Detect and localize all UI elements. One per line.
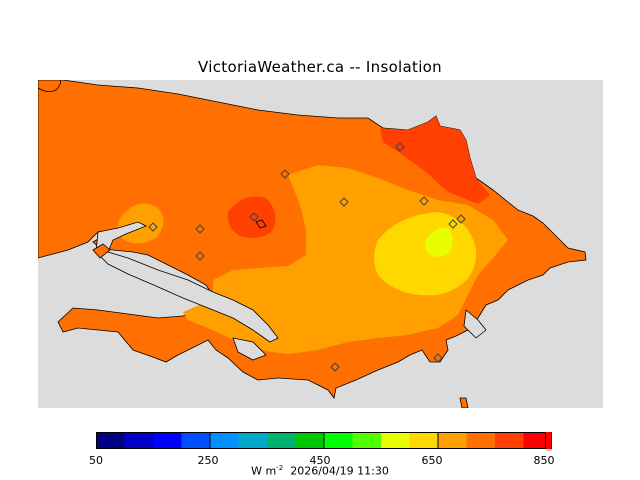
colorbar-tick: 850 <box>533 454 555 467</box>
lake-outline <box>255 219 267 229</box>
station-marker <box>339 197 349 207</box>
small-island-2 <box>92 243 111 259</box>
insolation-map <box>38 80 603 408</box>
land-region-550 <box>424 227 453 257</box>
station-marker <box>280 169 290 179</box>
station-marker <box>195 224 205 234</box>
colorbar-segment <box>324 432 353 449</box>
small-island <box>232 337 267 361</box>
colorbar-segment <box>153 432 182 449</box>
colorbar-tick: 450 <box>309 454 331 467</box>
coast-nw <box>38 80 61 92</box>
station-marker <box>148 222 158 232</box>
colorbar-segment <box>267 432 296 449</box>
timestamp: 2026/04/19 11:30 <box>290 464 389 478</box>
unit-base: W m <box>251 464 277 478</box>
colorbar <box>96 432 552 451</box>
station-marker <box>433 353 443 363</box>
colorbar-segment <box>352 432 381 449</box>
colorbar-segment <box>295 432 324 449</box>
station-marker <box>249 212 259 222</box>
colorbar-tick: 650 <box>421 454 443 467</box>
unit-exp: -2 <box>276 464 284 472</box>
colorbar-segment <box>409 432 438 449</box>
colorbar-segment <box>438 432 467 449</box>
station-marker <box>419 196 429 206</box>
station-marker <box>195 251 205 261</box>
land-region-750-ne <box>380 116 490 204</box>
colorbar-tick: 250 <box>197 454 219 467</box>
station-markers <box>148 142 466 372</box>
station-marker <box>448 219 458 229</box>
station-marker <box>330 362 340 372</box>
small-island-south <box>459 397 469 408</box>
colorbar-segment <box>124 432 153 449</box>
land-region-650 <box>183 165 508 354</box>
inlet <box>95 221 279 343</box>
colorbar-tick: 50 <box>89 454 103 467</box>
coast-bay <box>463 309 487 339</box>
station-marker <box>456 214 466 224</box>
colorbar-segment <box>466 432 495 449</box>
chart-title: VictoriaWeather.ca -- Insolation <box>198 58 442 76</box>
colorbar-segment <box>96 432 125 449</box>
colorbar-segment <box>495 432 524 449</box>
colorbar-segment <box>238 432 267 449</box>
station-marker <box>395 142 405 152</box>
colorbar-segment <box>181 432 210 449</box>
colorbar-segment <box>523 432 552 449</box>
colorbar-segment <box>210 432 239 449</box>
colorbar-segment <box>381 432 410 449</box>
footer: W m-2 2026/04/19 11:30 <box>0 464 640 478</box>
land-region-750-center <box>227 196 276 238</box>
